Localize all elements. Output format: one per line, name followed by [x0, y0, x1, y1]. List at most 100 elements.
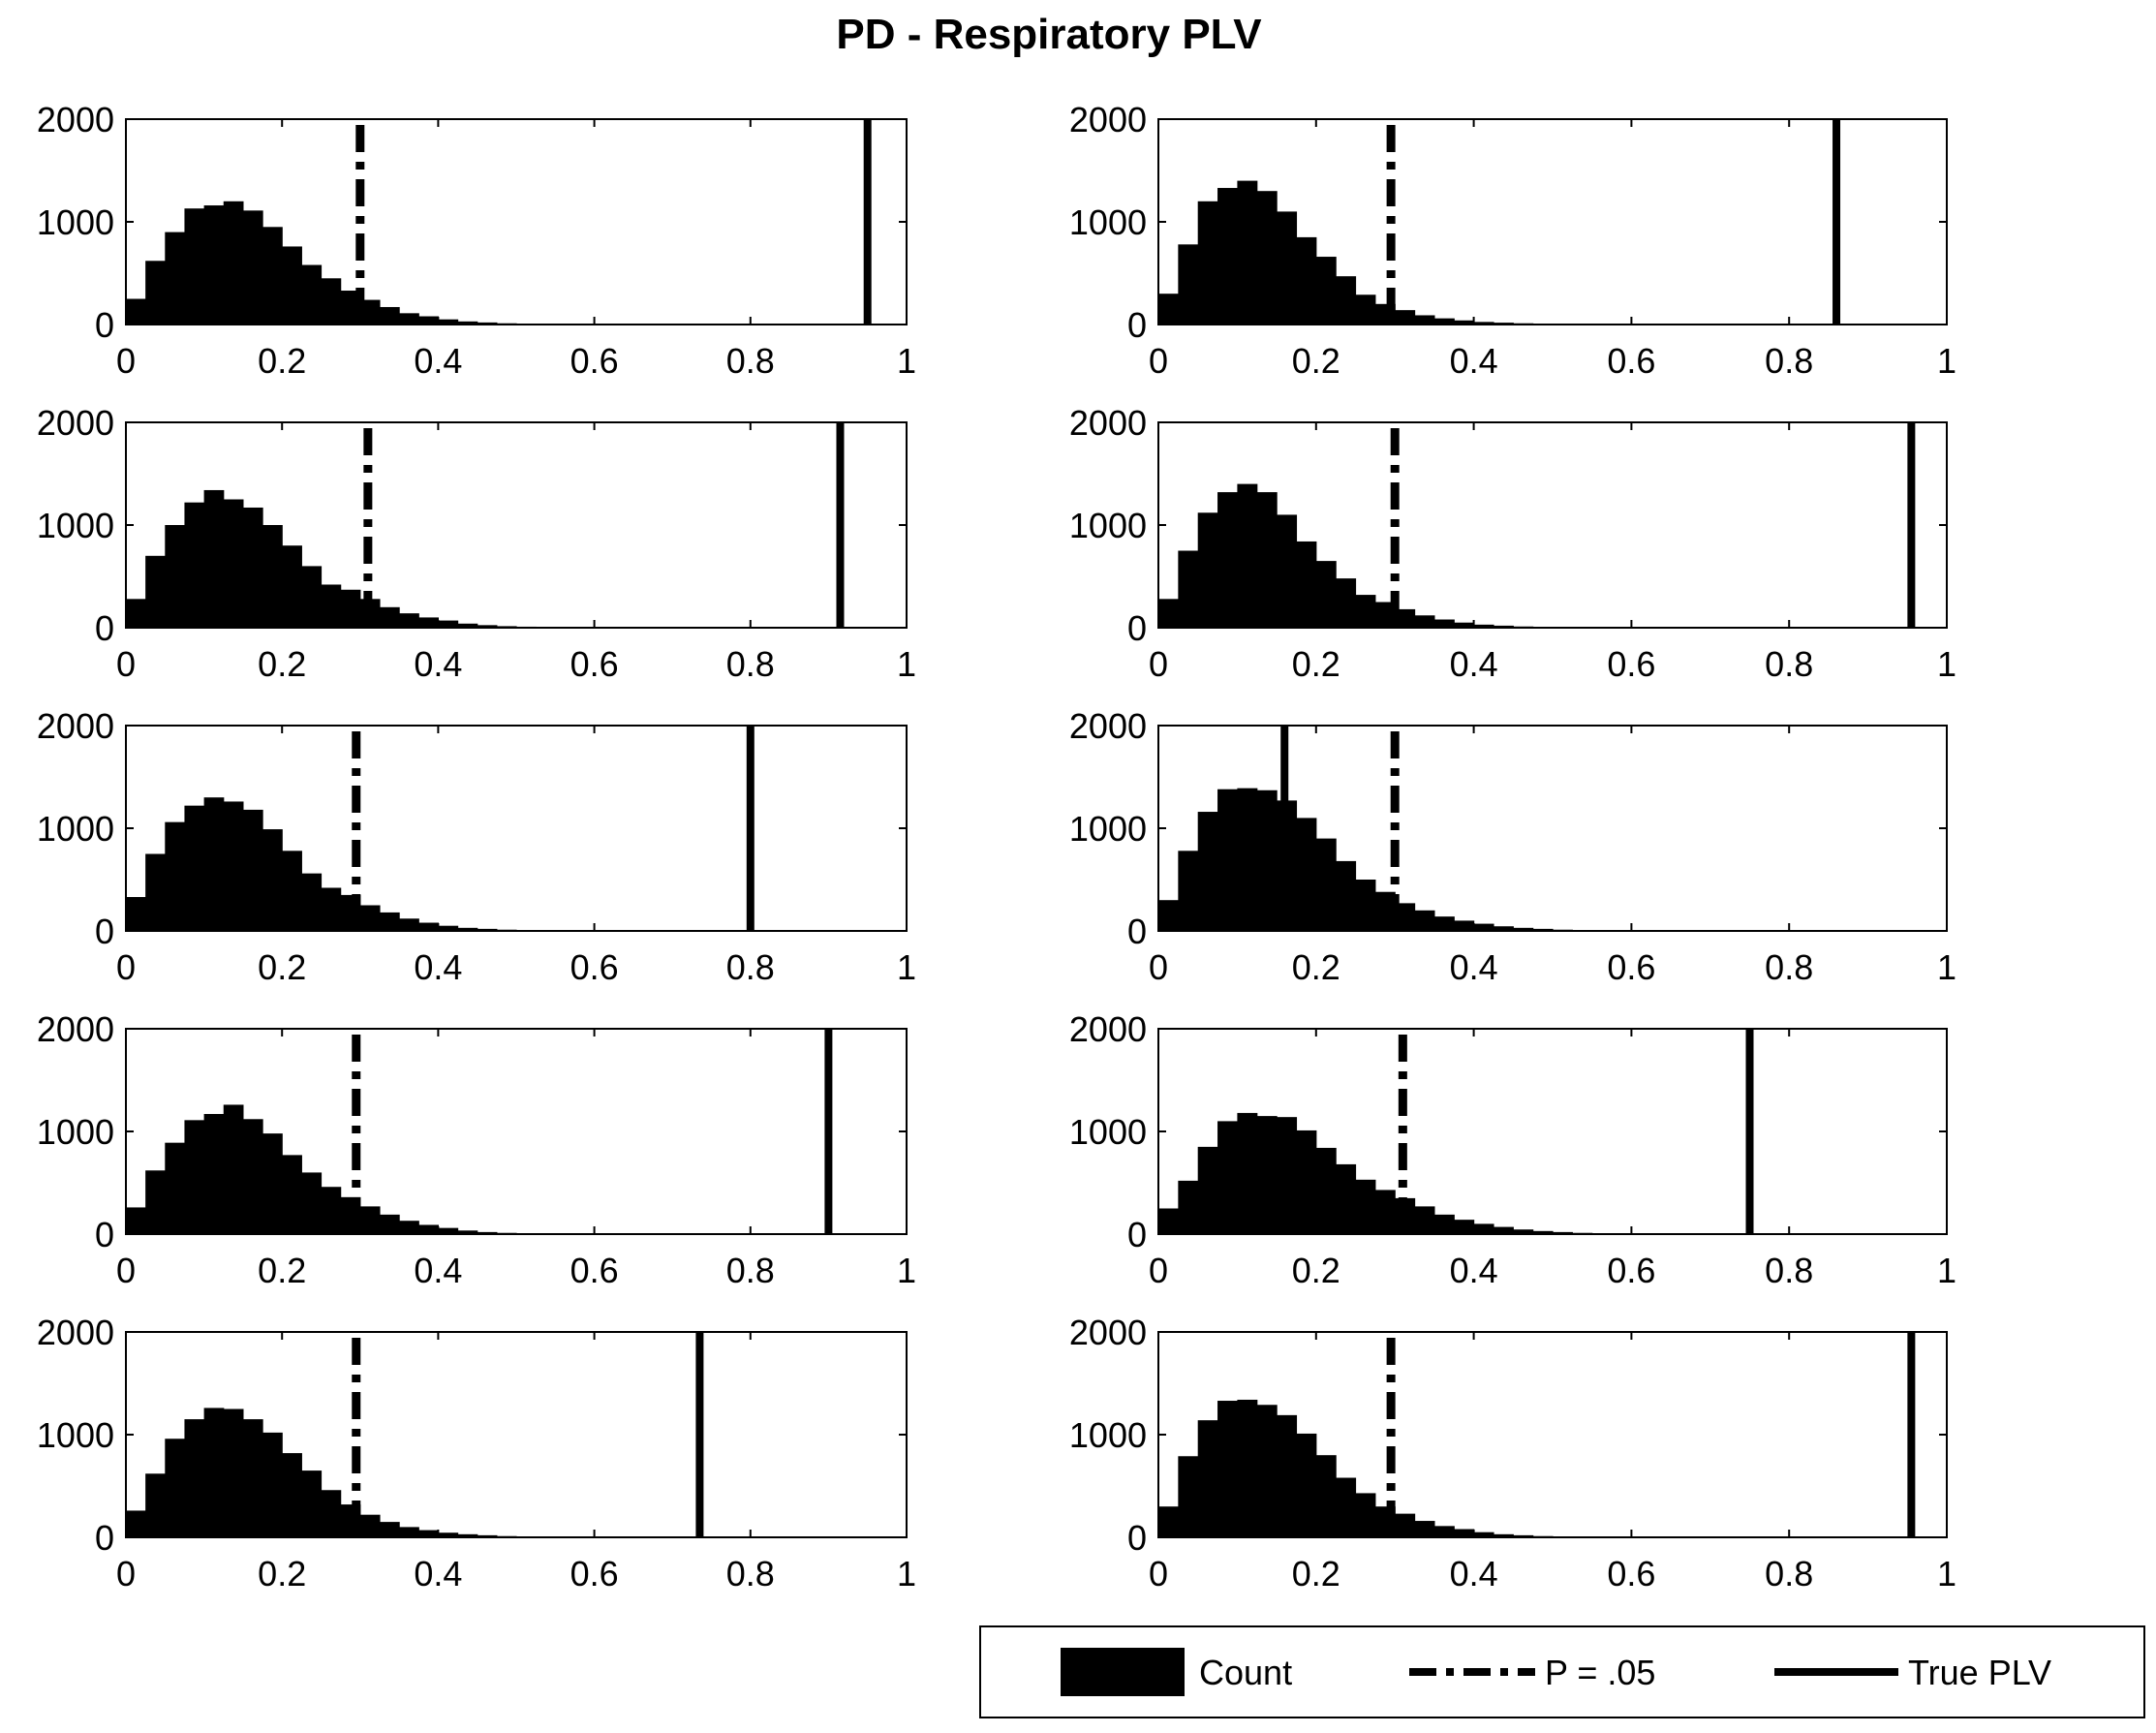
histogram-bar [1336, 276, 1356, 325]
histogram-bar [322, 1187, 342, 1234]
histogram-bar [399, 313, 419, 325]
histogram-bar [262, 227, 283, 325]
x-tick-label: 0.6 [570, 1251, 619, 1290]
histogram-bar [224, 801, 244, 931]
x-tick-label: 0 [1149, 644, 1168, 684]
x-tick-label: 0 [1149, 341, 1168, 381]
histogram-bar [1277, 514, 1297, 628]
histogram-bar [1178, 1181, 1198, 1234]
histogram-bar [360, 906, 381, 932]
histogram-bar [399, 1221, 419, 1234]
histogram-bar [1217, 789, 1238, 931]
histogram-bar [1434, 916, 1455, 931]
histogram-bar [126, 1510, 146, 1537]
x-tick-label: 0.4 [1450, 1251, 1498, 1290]
y-tick-label: 1000 [1069, 202, 1147, 242]
x-tick-label: 1 [897, 947, 916, 987]
histogram-bar [1316, 1455, 1337, 1537]
histogram-bar [184, 806, 204, 931]
histogram-bar [1434, 1215, 1455, 1234]
y-tick-label: 1000 [37, 809, 114, 849]
histogram-bar [1415, 1206, 1435, 1234]
y-tick-label: 2000 [1069, 1009, 1147, 1049]
x-tick-label: 1 [1937, 341, 1956, 381]
histogram-bar [1178, 244, 1198, 325]
histogram-bar [262, 829, 283, 931]
histogram-bar [1257, 1116, 1278, 1234]
y-tick-label: 2000 [37, 403, 114, 443]
y-tick-label: 0 [1127, 608, 1147, 648]
histogram-bar [126, 897, 146, 931]
x-tick-label: 0.8 [1765, 1554, 1813, 1594]
histogram-bar [1474, 924, 1494, 931]
histogram-bar [1316, 561, 1337, 628]
histogram-bar [1454, 1220, 1474, 1234]
histogram-bar [1336, 1164, 1356, 1234]
x-tick-label: 0.2 [1292, 341, 1340, 381]
histogram-bar [1198, 512, 1218, 628]
histogram-bar [165, 232, 185, 325]
histogram-bar [243, 810, 263, 931]
legend-count-swatch [1061, 1648, 1185, 1696]
histogram-bar [380, 607, 400, 628]
histogram-bar [1336, 578, 1356, 628]
x-tick-label: 0.6 [1607, 1554, 1655, 1594]
histogram-bar [301, 1172, 322, 1234]
histogram-bar [1395, 310, 1415, 325]
y-tick-label: 1000 [37, 202, 114, 242]
legend-count-label: Count [1199, 1653, 1292, 1692]
x-tick-label: 0.8 [726, 1251, 775, 1290]
histogram-bar [418, 923, 439, 931]
histogram-bar [1356, 294, 1376, 325]
histogram-bar [1474, 1223, 1494, 1234]
y-tick-label: 2000 [37, 1313, 114, 1352]
histogram-bar [1178, 851, 1198, 931]
x-tick-label: 0.2 [1292, 1554, 1340, 1594]
y-tick-label: 1000 [1069, 1112, 1147, 1152]
histogram-bar [262, 1433, 283, 1537]
histogram-bar [418, 317, 439, 325]
histogram-bar [380, 913, 400, 931]
histogram-bar [243, 210, 263, 325]
y-tick-label: 2000 [37, 100, 114, 139]
x-tick-label: 0.6 [1607, 644, 1655, 684]
x-tick-label: 0 [1149, 1251, 1168, 1290]
x-tick-label: 1 [1937, 644, 1956, 684]
chart-title: PD - Respiratory PLV [836, 11, 1262, 58]
x-tick-label: 1 [1937, 1251, 1956, 1290]
x-tick-label: 0.2 [258, 1554, 306, 1594]
histogram-bar [1316, 1148, 1337, 1234]
histogram-bar [1356, 880, 1376, 931]
x-tick-label: 0.2 [1292, 947, 1340, 987]
histogram-bar [399, 918, 419, 931]
histogram-bar [126, 299, 146, 325]
histogram-bar [184, 503, 204, 628]
histogram-bar [145, 854, 166, 932]
x-tick-label: 0.8 [1765, 1251, 1813, 1290]
y-tick-label: 0 [1127, 912, 1147, 951]
y-tick-label: 2000 [37, 706, 114, 746]
histogram-bar [243, 508, 263, 628]
x-tick-label: 0.6 [570, 1554, 619, 1594]
histogram-bar [282, 1155, 302, 1234]
histogram-bar [145, 1170, 166, 1234]
histogram-bar [165, 1143, 185, 1234]
histogram-bar [262, 1133, 283, 1234]
x-tick-label: 0.8 [1765, 341, 1813, 381]
y-tick-label: 0 [95, 608, 114, 648]
x-tick-label: 0.6 [570, 341, 619, 381]
histogram-bar [1356, 1493, 1376, 1537]
histogram-bar [1277, 1415, 1297, 1537]
histogram-bar [380, 307, 400, 325]
histogram-bar [262, 525, 283, 628]
histogram-bar [1217, 188, 1238, 325]
x-tick-label: 0.8 [726, 947, 775, 987]
x-tick-label: 0.2 [258, 947, 306, 987]
legend-p05-label: P = .05 [1545, 1653, 1655, 1692]
y-tick-label: 0 [1127, 1518, 1147, 1558]
y-tick-label: 2000 [1069, 100, 1147, 139]
